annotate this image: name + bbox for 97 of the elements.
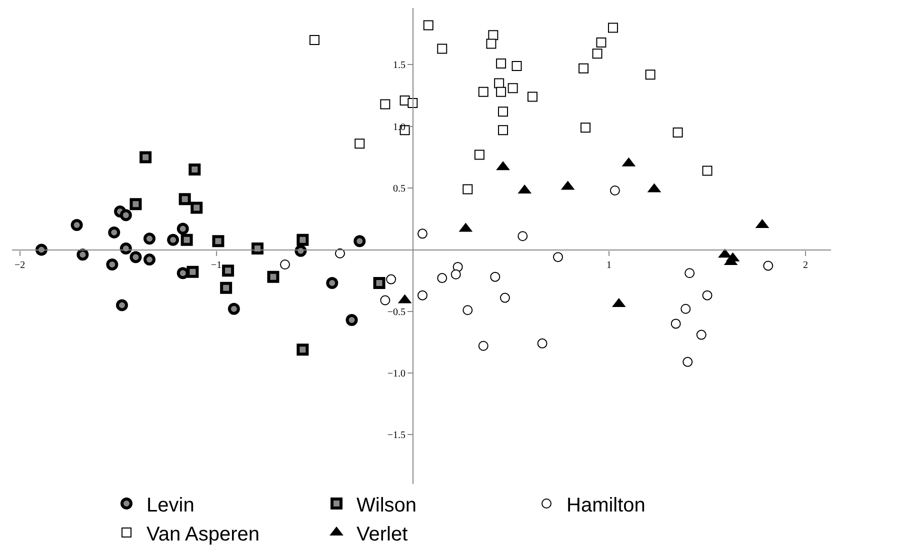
point [672, 128, 683, 138]
point [35, 244, 48, 256]
point [763, 260, 774, 271]
point [553, 252, 563, 262]
point [140, 151, 152, 164]
point [222, 264, 234, 277]
point [423, 20, 434, 30]
point [167, 234, 180, 246]
point [498, 106, 508, 117]
point [220, 282, 232, 294]
point [130, 251, 142, 264]
point [518, 231, 528, 242]
point [437, 273, 448, 284]
point [682, 356, 693, 367]
point [512, 60, 522, 71]
point [462, 184, 473, 194]
point [326, 276, 338, 289]
point [437, 44, 448, 54]
point [294, 244, 307, 257]
point [610, 186, 620, 196]
point [608, 22, 618, 33]
point [108, 226, 120, 238]
point [296, 344, 309, 356]
point [106, 258, 118, 270]
point [252, 242, 264, 254]
point [309, 35, 320, 46]
point [488, 30, 498, 40]
point [120, 209, 132, 222]
point [386, 274, 396, 284]
point [462, 305, 473, 316]
point [408, 98, 418, 108]
point [537, 338, 548, 348]
x-tick-label: −2 [14, 260, 26, 271]
point [188, 164, 201, 176]
point [417, 290, 428, 300]
point [380, 295, 390, 306]
point [380, 99, 390, 110]
point [496, 86, 506, 97]
x-tick-label: 1 [606, 260, 612, 271]
point [478, 340, 488, 351]
point [76, 248, 89, 261]
point [478, 86, 488, 97]
point [354, 138, 365, 149]
point [500, 292, 510, 303]
point [702, 290, 712, 300]
point [70, 219, 83, 232]
y-tick-label: 0.5 [393, 184, 406, 195]
point [178, 193, 191, 206]
y-tick-label: −1.0 [387, 368, 406, 380]
point [486, 38, 496, 49]
point [496, 58, 506, 68]
point [296, 234, 309, 246]
point [212, 235, 224, 248]
point [670, 318, 681, 329]
point [490, 272, 500, 282]
point [130, 198, 142, 210]
point [702, 166, 712, 176]
point [592, 48, 602, 59]
point [684, 268, 695, 278]
point [267, 270, 280, 283]
point [280, 260, 290, 270]
point [354, 235, 366, 248]
point [580, 122, 590, 133]
point [498, 125, 508, 136]
point [474, 150, 484, 160]
point [143, 232, 156, 245]
point [696, 330, 706, 340]
point [527, 92, 538, 102]
legend-label: Van Asperen [146, 523, 260, 546]
point [334, 248, 345, 258]
point [116, 299, 128, 312]
point [596, 38, 606, 48]
legend-label: Wilson [356, 494, 417, 516]
point [680, 304, 691, 314]
point [645, 70, 656, 80]
point [494, 78, 504, 88]
point [508, 83, 518, 94]
point [180, 234, 193, 246]
x-tick-label: −1 [210, 260, 222, 271]
point [120, 242, 132, 254]
legend-label: Levin [146, 494, 194, 516]
point [346, 314, 358, 326]
x-tick-label: 2 [802, 260, 808, 271]
point [373, 276, 386, 289]
y-tick-label: 1.5 [393, 60, 406, 72]
y-tick-label: −1.5 [387, 430, 406, 442]
point [417, 228, 428, 239]
y-tick-label: −0.5 [387, 306, 406, 318]
legend-label: Hamilton [566, 494, 646, 516]
point [578, 63, 589, 74]
point [143, 254, 156, 266]
point [228, 302, 240, 315]
point [450, 269, 461, 280]
point [176, 222, 189, 235]
point [190, 202, 203, 214]
legend-label: Verlet [356, 523, 408, 546]
point [186, 266, 199, 278]
